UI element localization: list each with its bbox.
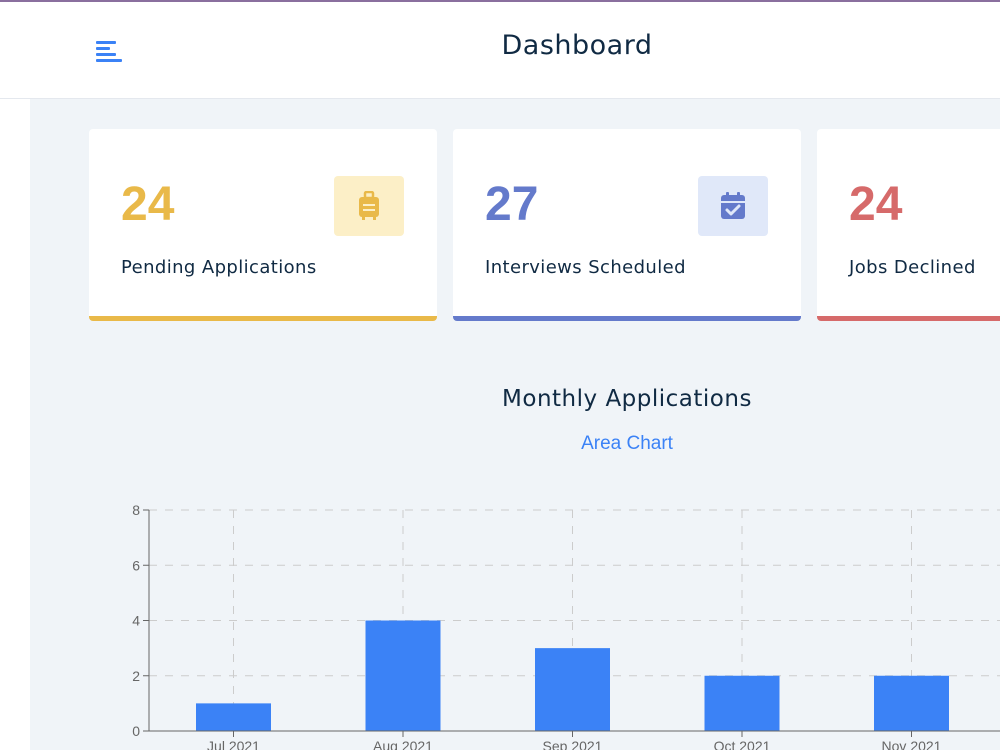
bar <box>704 675 780 731</box>
stat-count: 24 <box>849 178 903 231</box>
y-tick-label: 4 <box>132 613 140 629</box>
stat-count: 24 <box>121 178 175 231</box>
stat-icon-box <box>698 176 768 236</box>
stat-card-pending: 24 Pending Applications <box>89 129 437 321</box>
y-tick-label: 2 <box>132 668 140 684</box>
y-tick-label: 6 <box>132 557 140 573</box>
menu-icon <box>96 41 122 62</box>
chart-type-toggle[interactable]: Area Chart <box>581 433 673 454</box>
x-tick-label: Jul 2021 <box>207 738 260 750</box>
calendar-check-icon <box>721 192 745 219</box>
stat-accent-bar <box>89 316 437 321</box>
y-tick-label: 8 <box>132 502 140 518</box>
bar <box>365 620 441 731</box>
monthly-applications-chart: 0 2 4 6 8 Jul 2021 Aug 2021 Sep 2021 Oct 2021 Nov… <box>132 502 1000 750</box>
navbar: Dashboard <box>0 2 1000 99</box>
bar <box>874 675 949 731</box>
stat-count: 27 <box>485 178 539 231</box>
x-tick-label: Sep 2021 <box>543 738 603 750</box>
chart-title: Monthly Applications <box>502 386 752 412</box>
stat-card-interviews: 27 Interviews Scheduled <box>453 129 801 321</box>
x-tick-label: Aug 2021 <box>373 738 433 750</box>
stat-label: Pending Applications <box>121 257 317 278</box>
stat-card-declined: 24 Jobs Declined <box>817 129 1000 321</box>
stat-label: Jobs Declined <box>849 257 976 278</box>
stat-accent-bar <box>817 316 1000 321</box>
bar <box>535 648 610 731</box>
stat-label: Interviews Scheduled <box>485 257 686 278</box>
x-tick-label: Oct 2021 <box>714 738 771 750</box>
bar <box>196 703 271 731</box>
stat-accent-bar <box>453 316 801 321</box>
stat-icon-box <box>334 176 404 236</box>
menu-toggle-button[interactable] <box>92 32 128 68</box>
page-title: Dashboard <box>501 30 653 61</box>
y-tick-label: 0 <box>132 723 140 739</box>
sidebar-edge <box>0 99 30 750</box>
suitcase-icon <box>359 191 379 220</box>
top-border <box>0 0 1000 2</box>
x-tick-label: Nov 2021 <box>882 738 942 750</box>
